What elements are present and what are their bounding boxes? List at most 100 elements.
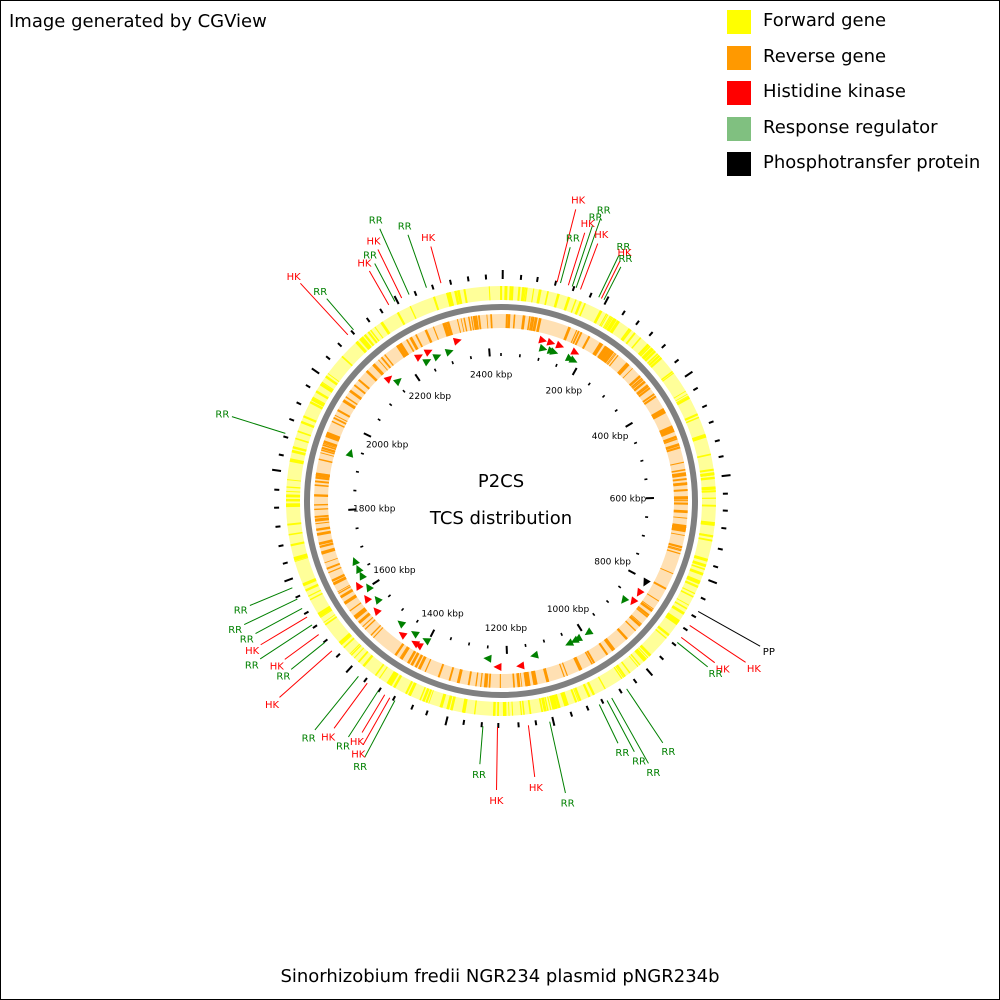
ruler-label: 800 kbp bbox=[594, 558, 631, 568]
callout-line bbox=[575, 218, 601, 289]
forward-gene bbox=[675, 393, 688, 402]
feature-label: HK bbox=[245, 646, 260, 657]
feature-arrow bbox=[383, 375, 393, 384]
forward-gene bbox=[660, 370, 674, 381]
callout-line bbox=[567, 232, 586, 286]
outer-tick bbox=[284, 577, 294, 583]
feature-label: HK bbox=[421, 233, 436, 244]
legend-swatch bbox=[727, 152, 751, 176]
feature-arrow bbox=[413, 354, 423, 362]
forward-gene bbox=[409, 305, 417, 320]
forward-gene bbox=[287, 522, 302, 526]
reverse-gene bbox=[521, 315, 525, 330]
forward-gene bbox=[639, 345, 651, 357]
forward-gene bbox=[519, 701, 523, 716]
reverse-gene bbox=[483, 673, 488, 688]
ruler-label: 400 kbp bbox=[592, 432, 629, 442]
forward-gene bbox=[639, 645, 651, 657]
ruler-tick bbox=[451, 361, 454, 365]
forward-gene bbox=[388, 672, 399, 686]
ruler-tick bbox=[433, 368, 437, 372]
callout-line bbox=[326, 298, 354, 331]
forward-gene bbox=[642, 348, 655, 360]
forward-gene bbox=[524, 287, 528, 302]
reverse-gene bbox=[372, 363, 384, 376]
reverse-gene bbox=[563, 326, 571, 341]
outer-tick bbox=[717, 547, 723, 551]
feature-arrow bbox=[422, 359, 432, 367]
feature-arrow bbox=[364, 595, 373, 604]
feature-label: HK bbox=[270, 661, 285, 672]
forward-gene bbox=[374, 663, 385, 677]
reverse-gene bbox=[322, 444, 337, 450]
forward-gene bbox=[386, 671, 397, 685]
kbp-ruler: 200 kbp 400 kbp 600 kbp 800 kbp 1000 kbp 1200… bbox=[348, 348, 654, 654]
feature-arrow bbox=[444, 349, 454, 357]
callout-line bbox=[496, 726, 498, 790]
reverse-gene bbox=[672, 473, 687, 478]
reverse-gene bbox=[463, 317, 468, 332]
callout-line bbox=[231, 416, 286, 434]
reverse-gene bbox=[432, 326, 439, 340]
forward-gene bbox=[631, 337, 642, 349]
reverse-gene bbox=[326, 431, 341, 439]
outer-tick bbox=[712, 565, 719, 569]
forward-gene bbox=[461, 698, 468, 713]
ruler-tick bbox=[601, 394, 606, 399]
reverse-gene bbox=[456, 319, 462, 333]
outer-tick bbox=[391, 695, 397, 702]
reverse-gene bbox=[338, 586, 351, 595]
forward-gene bbox=[691, 433, 706, 440]
outer-tick bbox=[312, 624, 318, 629]
reverse-gene bbox=[373, 627, 384, 639]
reverse-gene bbox=[528, 316, 533, 331]
forward-gene bbox=[603, 316, 613, 330]
reverse-gene bbox=[574, 331, 582, 345]
outer-tick bbox=[449, 279, 453, 285]
feature-arrow bbox=[570, 635, 580, 643]
ruler-tick bbox=[429, 629, 436, 638]
reverse-gene bbox=[597, 345, 607, 359]
feature-label: HK bbox=[265, 700, 280, 711]
forward-gene bbox=[509, 286, 512, 301]
reverse-gene bbox=[337, 409, 351, 418]
reverse-gene bbox=[673, 509, 688, 514]
feature-arrow bbox=[568, 355, 578, 363]
reverse-gene bbox=[660, 428, 675, 437]
feature-arrow bbox=[422, 638, 432, 646]
callout-line bbox=[379, 228, 410, 295]
feature-arrow bbox=[493, 663, 502, 672]
reverse-gene bbox=[636, 384, 648, 395]
forward-gene bbox=[564, 297, 571, 311]
outer-tick bbox=[603, 296, 610, 306]
forward-gene bbox=[697, 453, 712, 459]
forward-gene bbox=[573, 688, 580, 702]
reverse-gene bbox=[643, 395, 657, 405]
forward-gene bbox=[340, 634, 352, 646]
callout-line bbox=[556, 209, 577, 283]
reverse-gene bbox=[653, 581, 667, 590]
callout-line bbox=[600, 260, 621, 299]
callout-line bbox=[559, 247, 571, 284]
reverse-gene bbox=[328, 566, 342, 574]
forward-gene bbox=[305, 583, 319, 592]
feature-label: RR bbox=[398, 221, 412, 232]
ruler-tick bbox=[414, 373, 421, 382]
feature-arrow bbox=[397, 620, 407, 629]
ruler-label: 2400 kbp bbox=[470, 370, 513, 380]
generator-credit: Image generated by CGView bbox=[9, 11, 267, 32]
reverse-gene-track bbox=[314, 314, 689, 689]
reverse-gene bbox=[320, 452, 334, 457]
reverse-gene bbox=[318, 539, 333, 546]
reverse-gene bbox=[659, 425, 673, 434]
forward-gene bbox=[700, 472, 715, 477]
forward-gene bbox=[574, 687, 581, 702]
forward-gene bbox=[602, 315, 611, 329]
reverse-gene bbox=[406, 339, 415, 352]
forward-gene bbox=[680, 590, 694, 598]
forward-gene bbox=[561, 691, 569, 706]
reverse-gene bbox=[512, 314, 516, 329]
reverse-gene bbox=[316, 530, 332, 536]
reverse-gene bbox=[315, 472, 331, 477]
legend-label: Phosphotransfer protein bbox=[763, 152, 981, 173]
